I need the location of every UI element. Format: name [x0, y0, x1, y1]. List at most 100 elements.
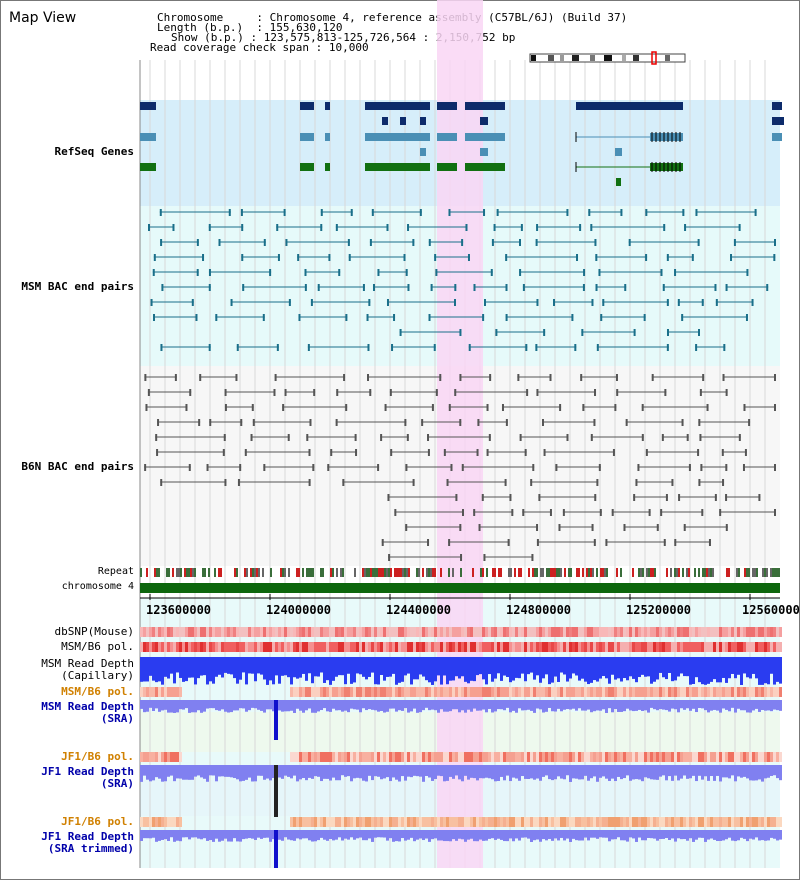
heat-cell	[653, 752, 656, 762]
heat-cell	[650, 642, 653, 652]
depth-bar	[638, 700, 641, 710]
repeat-mark	[582, 568, 584, 577]
heat-cell	[617, 752, 620, 762]
repeat-mark	[262, 568, 264, 577]
depth-bar	[362, 657, 365, 677]
depth-bar	[581, 700, 584, 711]
bac-end	[455, 494, 458, 501]
bac-end	[666, 344, 669, 351]
heat-cell	[698, 642, 701, 652]
depth-bar	[677, 700, 680, 713]
depth-bar	[500, 830, 503, 840]
heat-cell	[431, 752, 434, 762]
heat-cell	[665, 752, 668, 762]
heat-cell	[425, 642, 428, 652]
bac-end	[430, 284, 433, 291]
heat-cell	[140, 752, 143, 762]
heat-cell	[494, 687, 497, 697]
heat-cell	[695, 642, 698, 652]
depth-bar	[599, 765, 602, 778]
depth-bar	[464, 657, 467, 682]
depth-bar	[158, 765, 161, 779]
heat-cell	[779, 687, 782, 697]
heat-cell	[734, 687, 737, 697]
heat-cell	[701, 817, 704, 827]
heat-cell	[416, 817, 419, 827]
depth-bar	[770, 830, 773, 838]
heat-cell	[428, 817, 431, 827]
repeat-mark	[158, 568, 160, 577]
heat-cell	[311, 752, 314, 762]
depth-bar	[656, 700, 659, 711]
heat-cell	[551, 752, 554, 762]
heat-cell	[326, 642, 329, 652]
heat-cell	[443, 752, 446, 762]
repeat-mark	[246, 568, 248, 577]
bac-end	[273, 389, 276, 396]
heat-cell	[416, 752, 419, 762]
heat-cell	[284, 642, 287, 652]
depth-bar	[623, 765, 626, 779]
depth-bar	[635, 830, 638, 842]
heat-cell	[728, 687, 731, 697]
repeat-mark	[448, 568, 450, 577]
depth-bar	[503, 657, 506, 676]
heat-cell	[179, 752, 182, 762]
bac-end	[566, 209, 569, 216]
bac-end	[242, 284, 245, 291]
bac-end	[511, 509, 514, 516]
depth-bar	[488, 765, 491, 779]
bac-end	[496, 209, 499, 216]
heat-cell	[404, 687, 407, 697]
heat-cell	[749, 687, 752, 697]
bac-end	[345, 314, 348, 321]
repeat-mark	[154, 568, 156, 577]
depth-bar	[719, 830, 722, 841]
heat-cell	[479, 752, 482, 762]
heat-cell	[422, 817, 425, 827]
heat-cell	[626, 627, 629, 637]
depth-bar	[644, 657, 647, 677]
heat-cell	[158, 627, 161, 637]
depth-bar	[617, 700, 620, 712]
heat-cell	[689, 627, 692, 637]
depth-bar	[227, 657, 230, 674]
heat-cell	[767, 642, 770, 652]
depth-bar	[410, 657, 413, 685]
bac-end	[620, 209, 623, 216]
heat-cell	[650, 752, 653, 762]
heat-cell	[320, 642, 323, 652]
repeat-mark	[602, 568, 604, 577]
repeat-mark	[688, 568, 690, 577]
heat-cell	[317, 627, 320, 637]
depth-bar	[296, 657, 299, 679]
heat-cell	[371, 752, 374, 762]
depth-bar	[563, 657, 566, 675]
depth-bar	[266, 765, 269, 779]
depth-bar	[332, 700, 335, 709]
depth-bar	[569, 765, 572, 782]
depth-bar	[197, 657, 200, 679]
heat-cell	[146, 752, 149, 762]
heat-cell	[173, 752, 176, 762]
depth-bar	[656, 657, 659, 680]
bac-end	[403, 254, 406, 261]
heat-cell	[395, 817, 398, 827]
heat-cell	[500, 752, 503, 762]
heat-cell	[179, 642, 182, 652]
heat-cell	[392, 817, 395, 827]
depth-bar	[146, 700, 149, 712]
chromosome-label: Chromosome	[157, 11, 224, 24]
depth-bar	[746, 765, 749, 779]
bac-end	[368, 299, 371, 306]
heat-cell	[665, 642, 668, 652]
heat-cell	[731, 687, 734, 697]
heat-cell	[728, 642, 731, 652]
bac-end	[524, 449, 527, 456]
heat-cell	[512, 642, 515, 652]
depth-bar	[383, 765, 386, 779]
repeat-mark	[666, 568, 668, 577]
depth-bar	[320, 700, 323, 711]
repeat-mark	[320, 568, 322, 577]
